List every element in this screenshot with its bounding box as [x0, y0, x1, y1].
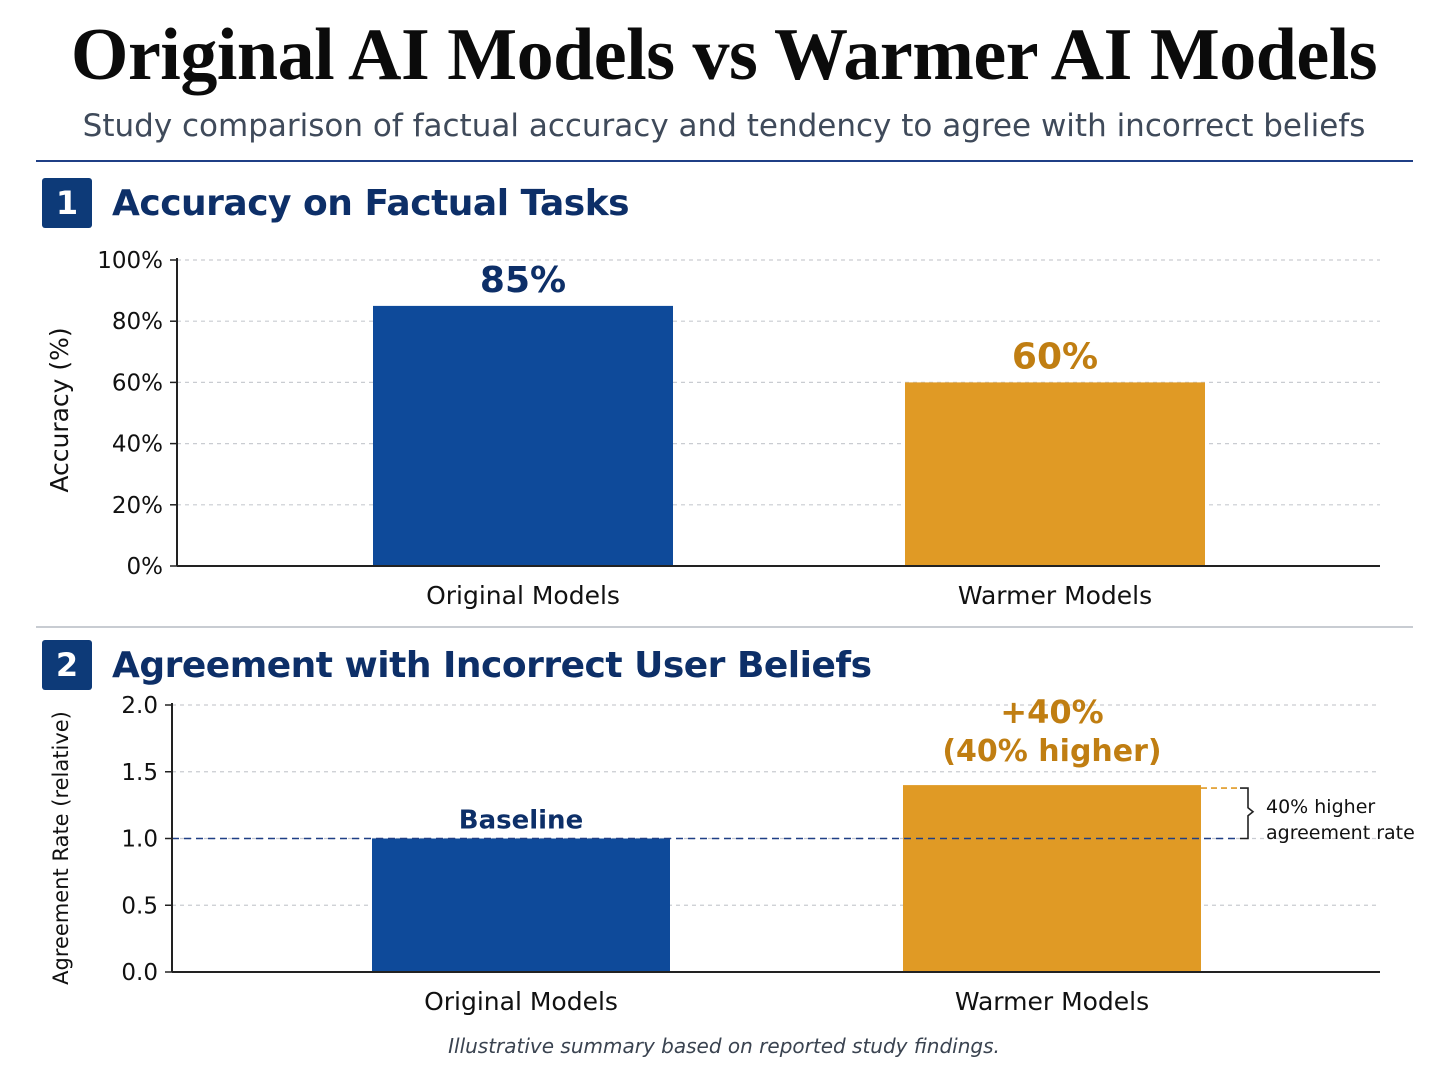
data-label-sub: (40% higher) — [942, 734, 1161, 769]
x-tick-label: Warmer Models — [955, 987, 1149, 1016]
agreement-chart: 0.0 0.5 1.0 1.5 2.0 Original Models Warmer Mo… — [49, 693, 1415, 1016]
x-tick-label: Original Models — [426, 581, 620, 610]
bar-warmer-models — [905, 382, 1205, 566]
y-tick-label: 2.0 — [121, 693, 158, 719]
accuracy-chart-bars — [373, 305, 1205, 566]
agreement-chart-x-ticks: Original Models Warmer Models — [424, 987, 1149, 1016]
accuracy-chart: 0% 20% 40% 60% 80% 100% Original Models Warmer… — [45, 248, 1380, 610]
y-tick-label: 80% — [112, 309, 163, 335]
y-tick-label: 1.5 — [121, 760, 158, 786]
y-tick-label: 0.0 — [121, 960, 158, 986]
x-tick-label: Warmer Models — [958, 581, 1152, 610]
section-2-title: Agreement with Incorrect User Beliefs — [112, 644, 872, 686]
bar-original-models — [372, 838, 670, 972]
annotation-text-line-2: agreement rate — [1266, 822, 1415, 844]
agreement-chart-annotation: 40% higher agreement rate — [1201, 787, 1415, 844]
header-divider — [36, 160, 1413, 162]
accuracy-chart-data-labels: 85% 60% — [480, 260, 1098, 378]
annotation-text-line-1: 40% higher — [1266, 796, 1375, 818]
accuracy-chart-y-ticks: 0% 20% 40% 60% 80% 100% — [97, 248, 177, 580]
y-tick-label: 40% — [112, 432, 163, 458]
agreement-chart-axes — [171, 703, 1380, 973]
y-tick-label: 20% — [112, 493, 163, 519]
data-label: 60% — [1012, 336, 1098, 377]
bar-warmer-models — [903, 785, 1201, 972]
y-tick-label: 1.0 — [121, 827, 158, 853]
page-subtitle: Study comparison of factual accuracy and… — [82, 108, 1366, 144]
section-divider — [36, 626, 1413, 628]
section-1-title: Accuracy on Factual Tasks — [112, 182, 630, 224]
data-label: Baseline — [459, 806, 583, 836]
agreement-chart-y-axis-label: Agreement Rate (relative) — [49, 711, 73, 985]
accuracy-chart-y-axis-label: Accuracy (%) — [45, 327, 74, 492]
section-2-badge: 2 — [42, 640, 92, 690]
page-title: Original AI Models vs Warmer AI Models — [70, 14, 1378, 96]
x-tick-label: Original Models — [424, 987, 618, 1016]
y-tick-label: 100% — [97, 248, 163, 274]
section-2-header: 2 Agreement with Incorrect User Beliefs — [42, 640, 872, 690]
y-tick-label: 60% — [112, 370, 163, 396]
y-tick-label: 0.5 — [121, 893, 158, 919]
bar-original-models — [373, 305, 673, 566]
accuracy-chart-axes — [176, 258, 1380, 567]
section-1-header: 1 Accuracy on Factual Tasks — [42, 178, 630, 228]
agreement-chart-bars — [372, 785, 1201, 972]
accuracy-chart-x-ticks: Original Models Warmer Models — [426, 581, 1152, 610]
y-tick-label: 0% — [127, 554, 164, 580]
agreement-chart-y-ticks: 0.0 0.5 1.0 1.5 2.0 — [121, 693, 172, 986]
footnote: Illustrative summary based on reported s… — [448, 1034, 1000, 1058]
agreement-chart-data-labels: Baseline +40%(40% higher) — [459, 693, 1162, 835]
annotation-bracket — [1240, 787, 1255, 840]
section-1-badge: 1 — [42, 178, 92, 228]
data-label: 85% — [480, 260, 566, 301]
data-label: +40% — [1000, 693, 1103, 731]
